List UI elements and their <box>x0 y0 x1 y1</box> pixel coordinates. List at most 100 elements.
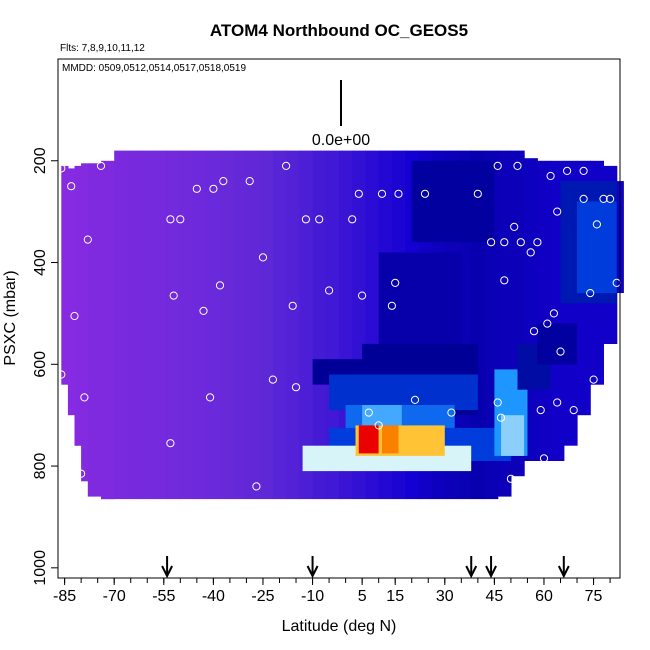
chart-title: ATOM4 Northbound OC_GEOS5 <box>210 21 468 40</box>
sample-point <box>569 406 578 415</box>
sample-point <box>394 189 403 198</box>
sample-point <box>533 238 542 247</box>
sample-point <box>592 220 602 229</box>
heatmap-column <box>127 150 142 500</box>
heatmap-column <box>246 150 261 500</box>
x-tick-label: -10 <box>301 588 324 605</box>
heatmap-column <box>299 150 314 500</box>
y-axis-label: PSXC (mbar) <box>2 270 19 365</box>
sample-point <box>358 291 367 300</box>
sample-point <box>325 286 334 295</box>
sample-point <box>291 383 301 392</box>
sample-point <box>556 347 565 356</box>
sample-point <box>83 235 92 244</box>
heatmap-feature <box>577 201 617 294</box>
sample-point <box>258 253 268 262</box>
heatmap-feature <box>411 160 495 243</box>
flight-arrow <box>306 556 319 579</box>
sample-point <box>288 301 297 310</box>
sample-point <box>199 306 208 315</box>
y-tick-label: 200 <box>32 147 49 174</box>
heatmap-column <box>259 150 274 500</box>
sample-point <box>493 161 502 170</box>
y-tick-label: 800 <box>32 453 49 480</box>
x-tick-label: 45 <box>485 588 503 605</box>
sample-point <box>579 166 588 175</box>
sample-point <box>500 276 509 285</box>
heatmap-column <box>140 150 155 500</box>
sample-point <box>206 393 215 402</box>
sample-point <box>513 161 522 170</box>
heatmap-column <box>114 150 128 500</box>
sample-point <box>377 189 387 198</box>
x-tick-label: 15 <box>386 588 404 605</box>
sample-point <box>553 207 562 216</box>
sample-point <box>606 194 615 203</box>
heatmap-column <box>220 150 234 500</box>
sample-point <box>473 189 482 198</box>
sample-point <box>526 248 535 257</box>
sample-point <box>70 311 79 321</box>
sample-point <box>529 327 539 336</box>
heatmap-column <box>325 150 340 500</box>
sample-point <box>549 309 559 318</box>
heatmap-feature <box>378 252 462 344</box>
sample-point <box>447 408 456 417</box>
sample-point <box>268 375 277 384</box>
heatmap-feature <box>362 405 402 426</box>
heatmap-column <box>537 160 552 462</box>
sample-point <box>387 301 396 310</box>
heatmap-feature <box>358 425 379 454</box>
sample-point <box>348 215 357 224</box>
flights-note: Flts: 7,8,9,10,11,12 <box>60 43 145 54</box>
heatmap-column <box>87 163 102 497</box>
sample-point <box>166 439 175 448</box>
x-tick-label: 5 <box>358 588 367 605</box>
sample-points <box>57 161 621 491</box>
sample-point <box>364 408 373 417</box>
sample-point <box>563 166 572 175</box>
heatmap-column <box>180 150 195 500</box>
heatmap-column <box>81 163 89 482</box>
x-tick-label: -70 <box>103 588 126 605</box>
heatmap-column <box>272 150 287 500</box>
y-tick-label: 400 <box>32 249 49 276</box>
x-tick-label: -85 <box>53 588 76 605</box>
sample-point <box>301 215 310 224</box>
heatmap-column <box>206 150 221 500</box>
x-tick-label: -25 <box>251 588 274 605</box>
flight-arrow <box>557 556 570 579</box>
sample-point <box>553 398 562 407</box>
sample-point <box>245 177 254 186</box>
sample-point <box>410 395 420 404</box>
heatmap-feature <box>329 374 478 411</box>
sample-point <box>493 398 502 407</box>
sample-point <box>510 222 519 231</box>
sample-point <box>374 421 383 430</box>
dates-note: MMDD: 0509,0512,0514,0517,0518,0519 <box>62 63 246 74</box>
scale-label: 0.0e+00 <box>312 132 370 149</box>
y-tick-label: 1000 <box>32 550 49 586</box>
heatmap-column <box>153 150 168 500</box>
sample-point <box>589 375 598 384</box>
sample-point <box>487 238 496 247</box>
heatmap-column <box>286 150 300 500</box>
heatmap-feature <box>537 323 578 365</box>
x-axis-label: Latitude (deg N) <box>282 618 397 635</box>
heatmap-column <box>101 160 115 500</box>
sample-point <box>599 194 608 203</box>
sample-point <box>169 291 178 300</box>
flight-arrows <box>161 556 570 579</box>
sample-point <box>166 215 175 224</box>
heatmap-feature <box>382 425 399 454</box>
flight-arrow <box>485 556 497 579</box>
x-tick-label: -55 <box>152 588 175 605</box>
heatmap-column <box>74 165 82 446</box>
sample-point <box>579 194 588 203</box>
sample-point <box>516 238 525 247</box>
plot-frame <box>57 58 621 579</box>
sample-point <box>315 215 324 224</box>
heatmap-column <box>61 165 69 385</box>
sample-point <box>80 393 89 402</box>
